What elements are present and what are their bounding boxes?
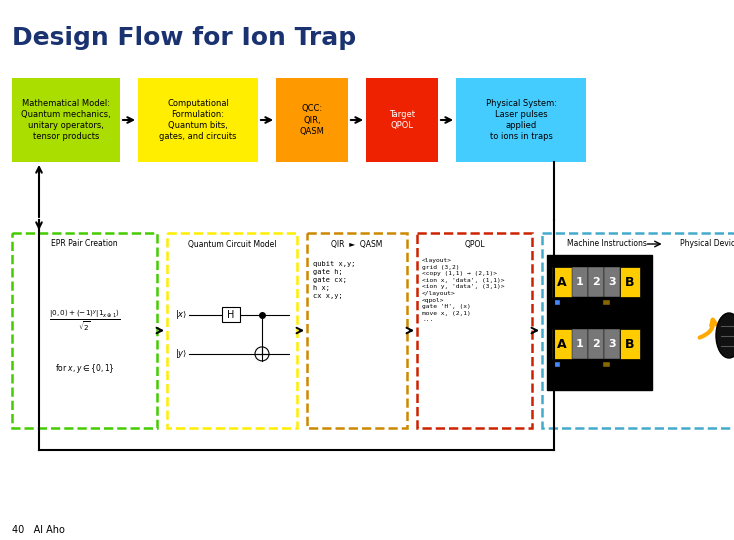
Text: B: B [625, 338, 635, 351]
FancyBboxPatch shape [620, 329, 640, 359]
FancyBboxPatch shape [12, 233, 157, 428]
FancyBboxPatch shape [138, 78, 258, 162]
FancyBboxPatch shape [12, 78, 120, 162]
FancyBboxPatch shape [588, 267, 604, 297]
FancyBboxPatch shape [604, 329, 620, 359]
Text: QPOL: QPOL [464, 240, 485, 248]
FancyBboxPatch shape [602, 361, 610, 367]
Text: Mathematical Model:
Quantum mechanics,
unitary operators,
tensor products: Mathematical Model: Quantum mechanics, u… [21, 99, 111, 141]
FancyBboxPatch shape [572, 329, 588, 359]
Text: QIR  ►  QASM: QIR ► QASM [331, 240, 382, 248]
Text: for $x,y \in \{0,1\}$: for $x,y \in \{0,1\}$ [54, 362, 115, 375]
FancyBboxPatch shape [542, 233, 734, 428]
Text: 1: 1 [576, 339, 584, 349]
FancyBboxPatch shape [417, 233, 532, 428]
Text: <layout>
grid (3,2)
<copy (1,1) → (2,1)>
<ion x, 'data', (1,1)>
<ion y, 'data', : <layout> grid (3,2) <copy (1,1) → (2,1)>… [422, 258, 504, 322]
FancyBboxPatch shape [366, 78, 438, 162]
Text: qubit x,y;
gate h;
gate cx;
h x;
cx x,y;: qubit x,y; gate h; gate cx; h x; cx x,y; [313, 261, 355, 299]
Text: QCC:
QIR,
QASM: QCC: QIR, QASM [299, 104, 324, 136]
FancyBboxPatch shape [307, 233, 407, 428]
Text: A: A [557, 338, 567, 351]
Text: Computational
Formulation:
Quantum bits,
gates, and circuits: Computational Formulation: Quantum bits,… [159, 99, 237, 141]
Text: Target
QPOL: Target QPOL [389, 110, 415, 130]
FancyBboxPatch shape [167, 233, 297, 428]
Text: H: H [228, 310, 235, 320]
Text: 2: 2 [592, 339, 600, 349]
FancyBboxPatch shape [604, 267, 620, 297]
Text: 40   Al Aho: 40 Al Aho [12, 525, 65, 535]
FancyBboxPatch shape [276, 78, 348, 162]
Text: Design Flow for Ion Trap: Design Flow for Ion Trap [12, 26, 356, 50]
Text: $|x\rangle$: $|x\rangle$ [175, 308, 187, 321]
FancyBboxPatch shape [602, 299, 610, 305]
Text: B: B [625, 275, 635, 288]
FancyBboxPatch shape [456, 78, 586, 162]
Text: Physical Device: Physical Device [680, 240, 734, 248]
Text: Machine Instructions: Machine Instructions [567, 240, 647, 248]
Text: $|y\rangle$: $|y\rangle$ [175, 347, 187, 360]
Text: $\frac{|0,0\rangle+(-1)^y|1_{x\oplus 1}\rangle}{\sqrt{2}}$: $\frac{|0,0\rangle+(-1)^y|1_{x\oplus 1}\… [48, 308, 120, 333]
FancyBboxPatch shape [222, 307, 240, 322]
Text: EPR Pair Creation: EPR Pair Creation [51, 240, 118, 248]
FancyBboxPatch shape [547, 255, 652, 390]
FancyBboxPatch shape [552, 267, 572, 297]
FancyBboxPatch shape [552, 329, 572, 359]
Ellipse shape [716, 313, 734, 358]
FancyBboxPatch shape [620, 267, 640, 297]
Text: Quantum Circuit Model: Quantum Circuit Model [188, 240, 276, 248]
Text: A: A [557, 275, 567, 288]
Text: 1: 1 [576, 277, 584, 287]
FancyBboxPatch shape [588, 329, 604, 359]
Text: 3: 3 [608, 339, 616, 349]
FancyBboxPatch shape [552, 299, 560, 305]
FancyBboxPatch shape [572, 267, 588, 297]
Text: Physical System:
Laser pulses
applied
to ions in traps: Physical System: Laser pulses applied to… [485, 99, 556, 141]
Text: 3: 3 [608, 277, 616, 287]
FancyBboxPatch shape [552, 361, 560, 367]
Text: 2: 2 [592, 277, 600, 287]
